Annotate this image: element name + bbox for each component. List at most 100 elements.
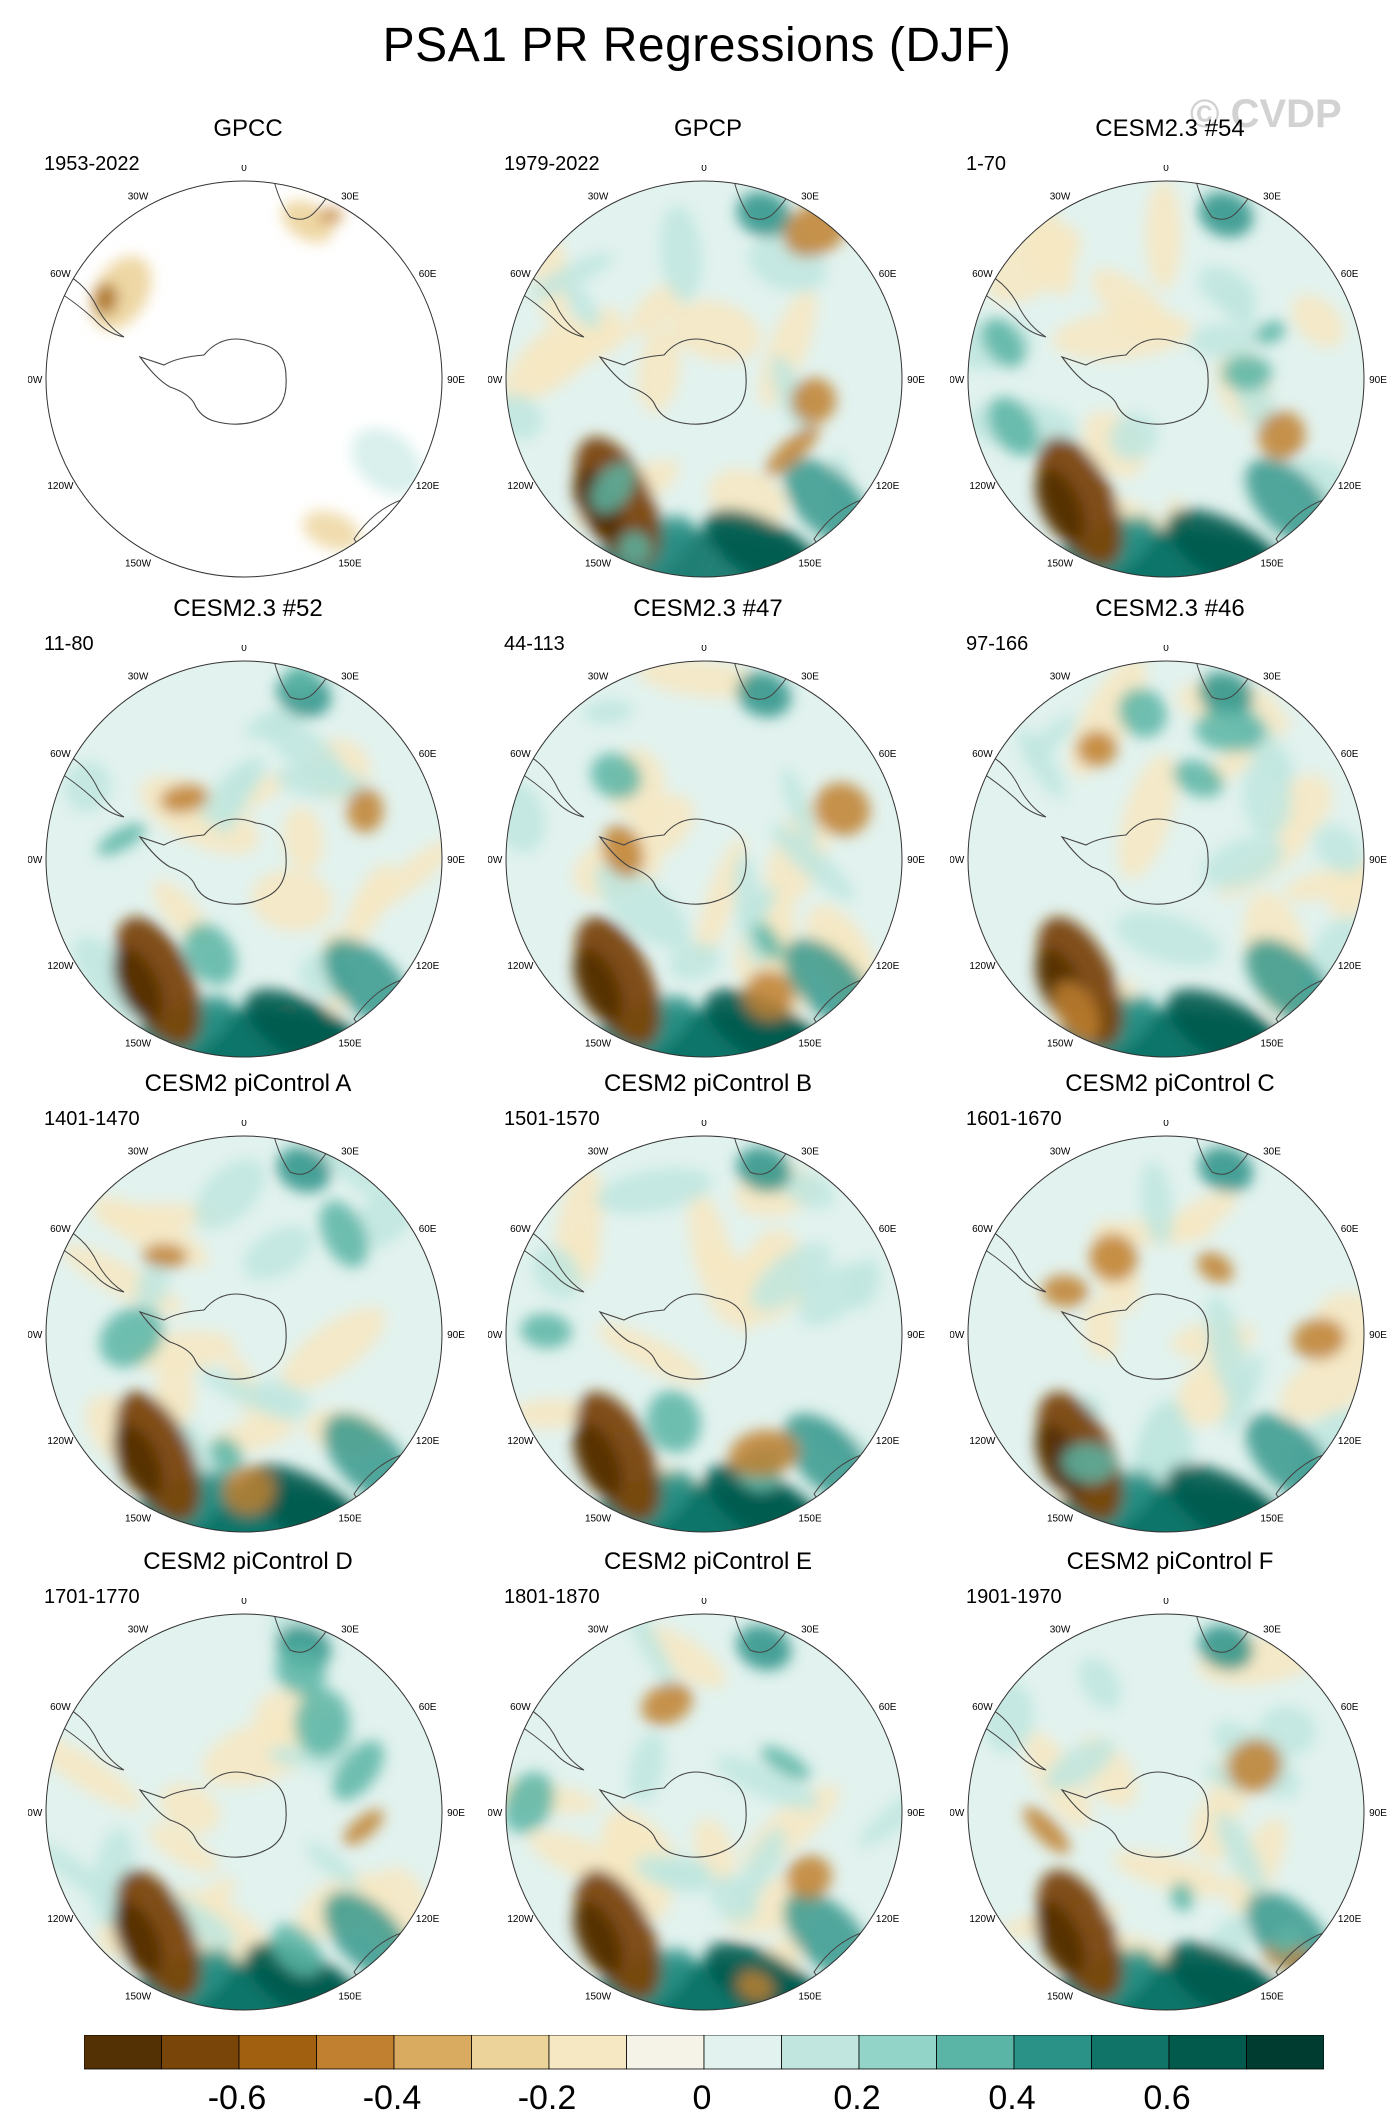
- longitude-label: 60E: [879, 749, 897, 760]
- longitude-label: 0: [241, 645, 247, 654]
- precip-anomaly: [1109, 412, 1158, 461]
- map-panel: CESM2.3 #5211-80030E60E90E120E150E180150…: [28, 595, 468, 1058]
- longitude-label: 90E: [907, 375, 925, 386]
- precip-anomaly: [194, 1158, 266, 1230]
- precip-anomaly: [209, 1437, 244, 1473]
- precip-anomaly: [346, 787, 384, 833]
- map-boundary: [967, 660, 1365, 1058]
- longitude-label: 120W: [47, 481, 74, 492]
- precip-anomaly: [148, 1824, 218, 1874]
- panel-title: CESM2 piControl D: [143, 1548, 353, 1575]
- precip-anomaly: [275, 1646, 327, 1696]
- longitude-label: 30E: [801, 191, 819, 202]
- polar-map: 030E60E90E120E150E180150W120W90W60W30W: [488, 1120, 925, 1533]
- precip-anomaly: [284, 664, 317, 697]
- precip-anomaly: [646, 1390, 702, 1453]
- south-america-coastline: [513, 268, 585, 338]
- longitude-label: 90W: [488, 375, 503, 386]
- longitude-label: 120E: [1338, 481, 1362, 492]
- precip-anomaly: [1197, 1252, 1234, 1284]
- precip-anomaly: [136, 1260, 170, 1312]
- longitude-label: 0: [701, 1120, 707, 1129]
- precip-anomaly: [506, 780, 546, 854]
- panel-title: GPCC: [213, 115, 283, 142]
- precip-anomaly: [1198, 1146, 1254, 1193]
- antarctica-coastline: [1060, 818, 1209, 905]
- precip-anomaly: [319, 1200, 369, 1268]
- longitude-label: 150E: [798, 1992, 822, 2003]
- longitude-label: 120E: [876, 481, 900, 492]
- precip-anomaly: [653, 1857, 713, 1890]
- longitude-label: 150E: [338, 559, 362, 570]
- antarctica-coastline: [138, 338, 287, 425]
- longitude-label: 60W: [972, 1702, 993, 1713]
- precip-anomaly: [159, 1783, 220, 1834]
- precip-anomaly: [302, 510, 361, 551]
- map-panel: CESM2 piControl F 1901-1970 0 30E 60E 90E 120E…: [950, 1548, 1390, 2011]
- longitude-label: 90E: [1369, 855, 1387, 866]
- map-panel: CESM2.3 #4744-113030E60E90E120E150E18015…: [488, 595, 928, 1058]
- panel-years: 1801-1870: [504, 1586, 600, 1608]
- antarctica-coastline: [138, 1293, 287, 1380]
- map-panel: CESM2 piControl E 1801-1870 0 30E 60E 90E 120E…: [488, 1548, 928, 2011]
- longitude-label: 150W: [585, 559, 612, 570]
- precip-anomaly: [242, 1225, 313, 1281]
- colorbar-swatch: [548, 2035, 627, 2070]
- longitude-label: 90E: [907, 1330, 925, 1341]
- panel-title: CESM2 piControl C: [1065, 1070, 1275, 1097]
- longitude-label: 90E: [447, 1808, 465, 1819]
- longitude-label: 30W: [1050, 1146, 1071, 1157]
- map-boundary: [45, 180, 443, 578]
- longitude-label: 120W: [969, 481, 996, 492]
- longitude-label: 90E: [1369, 375, 1387, 386]
- longitude-label: 60E: [419, 749, 437, 760]
- longitude-label: 0: [701, 1598, 707, 1607]
- precip-anomaly: [1198, 671, 1254, 718]
- precip-anomaly: [618, 531, 652, 564]
- precip-anomaly: [786, 1855, 832, 1899]
- precip-anomaly: [595, 1167, 714, 1214]
- longitude-label: 30E: [341, 671, 359, 682]
- precip-anomaly: [1045, 1739, 1116, 1791]
- precip-anomaly: [1089, 1233, 1138, 1283]
- colorbar-swatch: [703, 2035, 782, 2070]
- longitude-label: 120E: [1338, 1436, 1362, 1447]
- polar-map: 030E60E90E120E150E180150W120W90W60W30W: [950, 165, 1387, 578]
- polar-map: 030E60E90E120E150E180150W120W90W60W30W: [950, 645, 1387, 1058]
- longitude-label: 150W: [125, 1992, 152, 2003]
- longitude-label: 30E: [801, 671, 819, 682]
- longitude-label: 150W: [585, 1992, 612, 2003]
- longitude-label: 90W: [950, 375, 965, 386]
- panel-title: GPCP: [673, 115, 742, 142]
- precip-anomaly: [752, 922, 783, 961]
- precip-anomaly: [981, 318, 1026, 368]
- longitude-label: 60W: [50, 269, 71, 280]
- precip-anomaly: [113, 1423, 163, 1498]
- longitude-label: 120E: [416, 1914, 440, 1925]
- south-america-coastline: [53, 268, 125, 338]
- figure-title: PSA1 PR Regressions (DJF): [382, 19, 1012, 72]
- longitude-label: 120E: [876, 1436, 900, 1447]
- south-america-coastline: [53, 1701, 125, 1771]
- colorbar-swatch: [626, 2035, 705, 2070]
- longitude-label: 120E: [416, 481, 440, 492]
- map-panel: CESM2.3 #4697-166030E60E90E120E150E18015…: [950, 595, 1390, 1058]
- precip-anomaly: [142, 1243, 189, 1268]
- precip-anomaly: [760, 1746, 811, 1781]
- precip-anomaly: [506, 394, 543, 440]
- panel-years: 97-166: [966, 633, 1029, 655]
- longitude-label: 60E: [419, 269, 437, 280]
- longitude-label: 90W: [950, 855, 965, 866]
- longitude-label: 150W: [125, 559, 152, 570]
- longitude-label: 60E: [1341, 269, 1359, 280]
- antarctica-coastline: [138, 1771, 287, 1858]
- antarctica-coastline: [1060, 1293, 1209, 1380]
- precip-anomaly: [847, 1257, 882, 1310]
- precip-anomaly: [659, 204, 703, 302]
- precip-anomaly: [728, 1429, 799, 1478]
- precip-anomaly: [736, 671, 792, 718]
- longitude-label: 90W: [488, 855, 503, 866]
- colorbar-tick-label: 0.2: [833, 2079, 880, 2115]
- longitude-label: 90W: [488, 1808, 503, 1819]
- colorbar-swatch: [1246, 2035, 1324, 2070]
